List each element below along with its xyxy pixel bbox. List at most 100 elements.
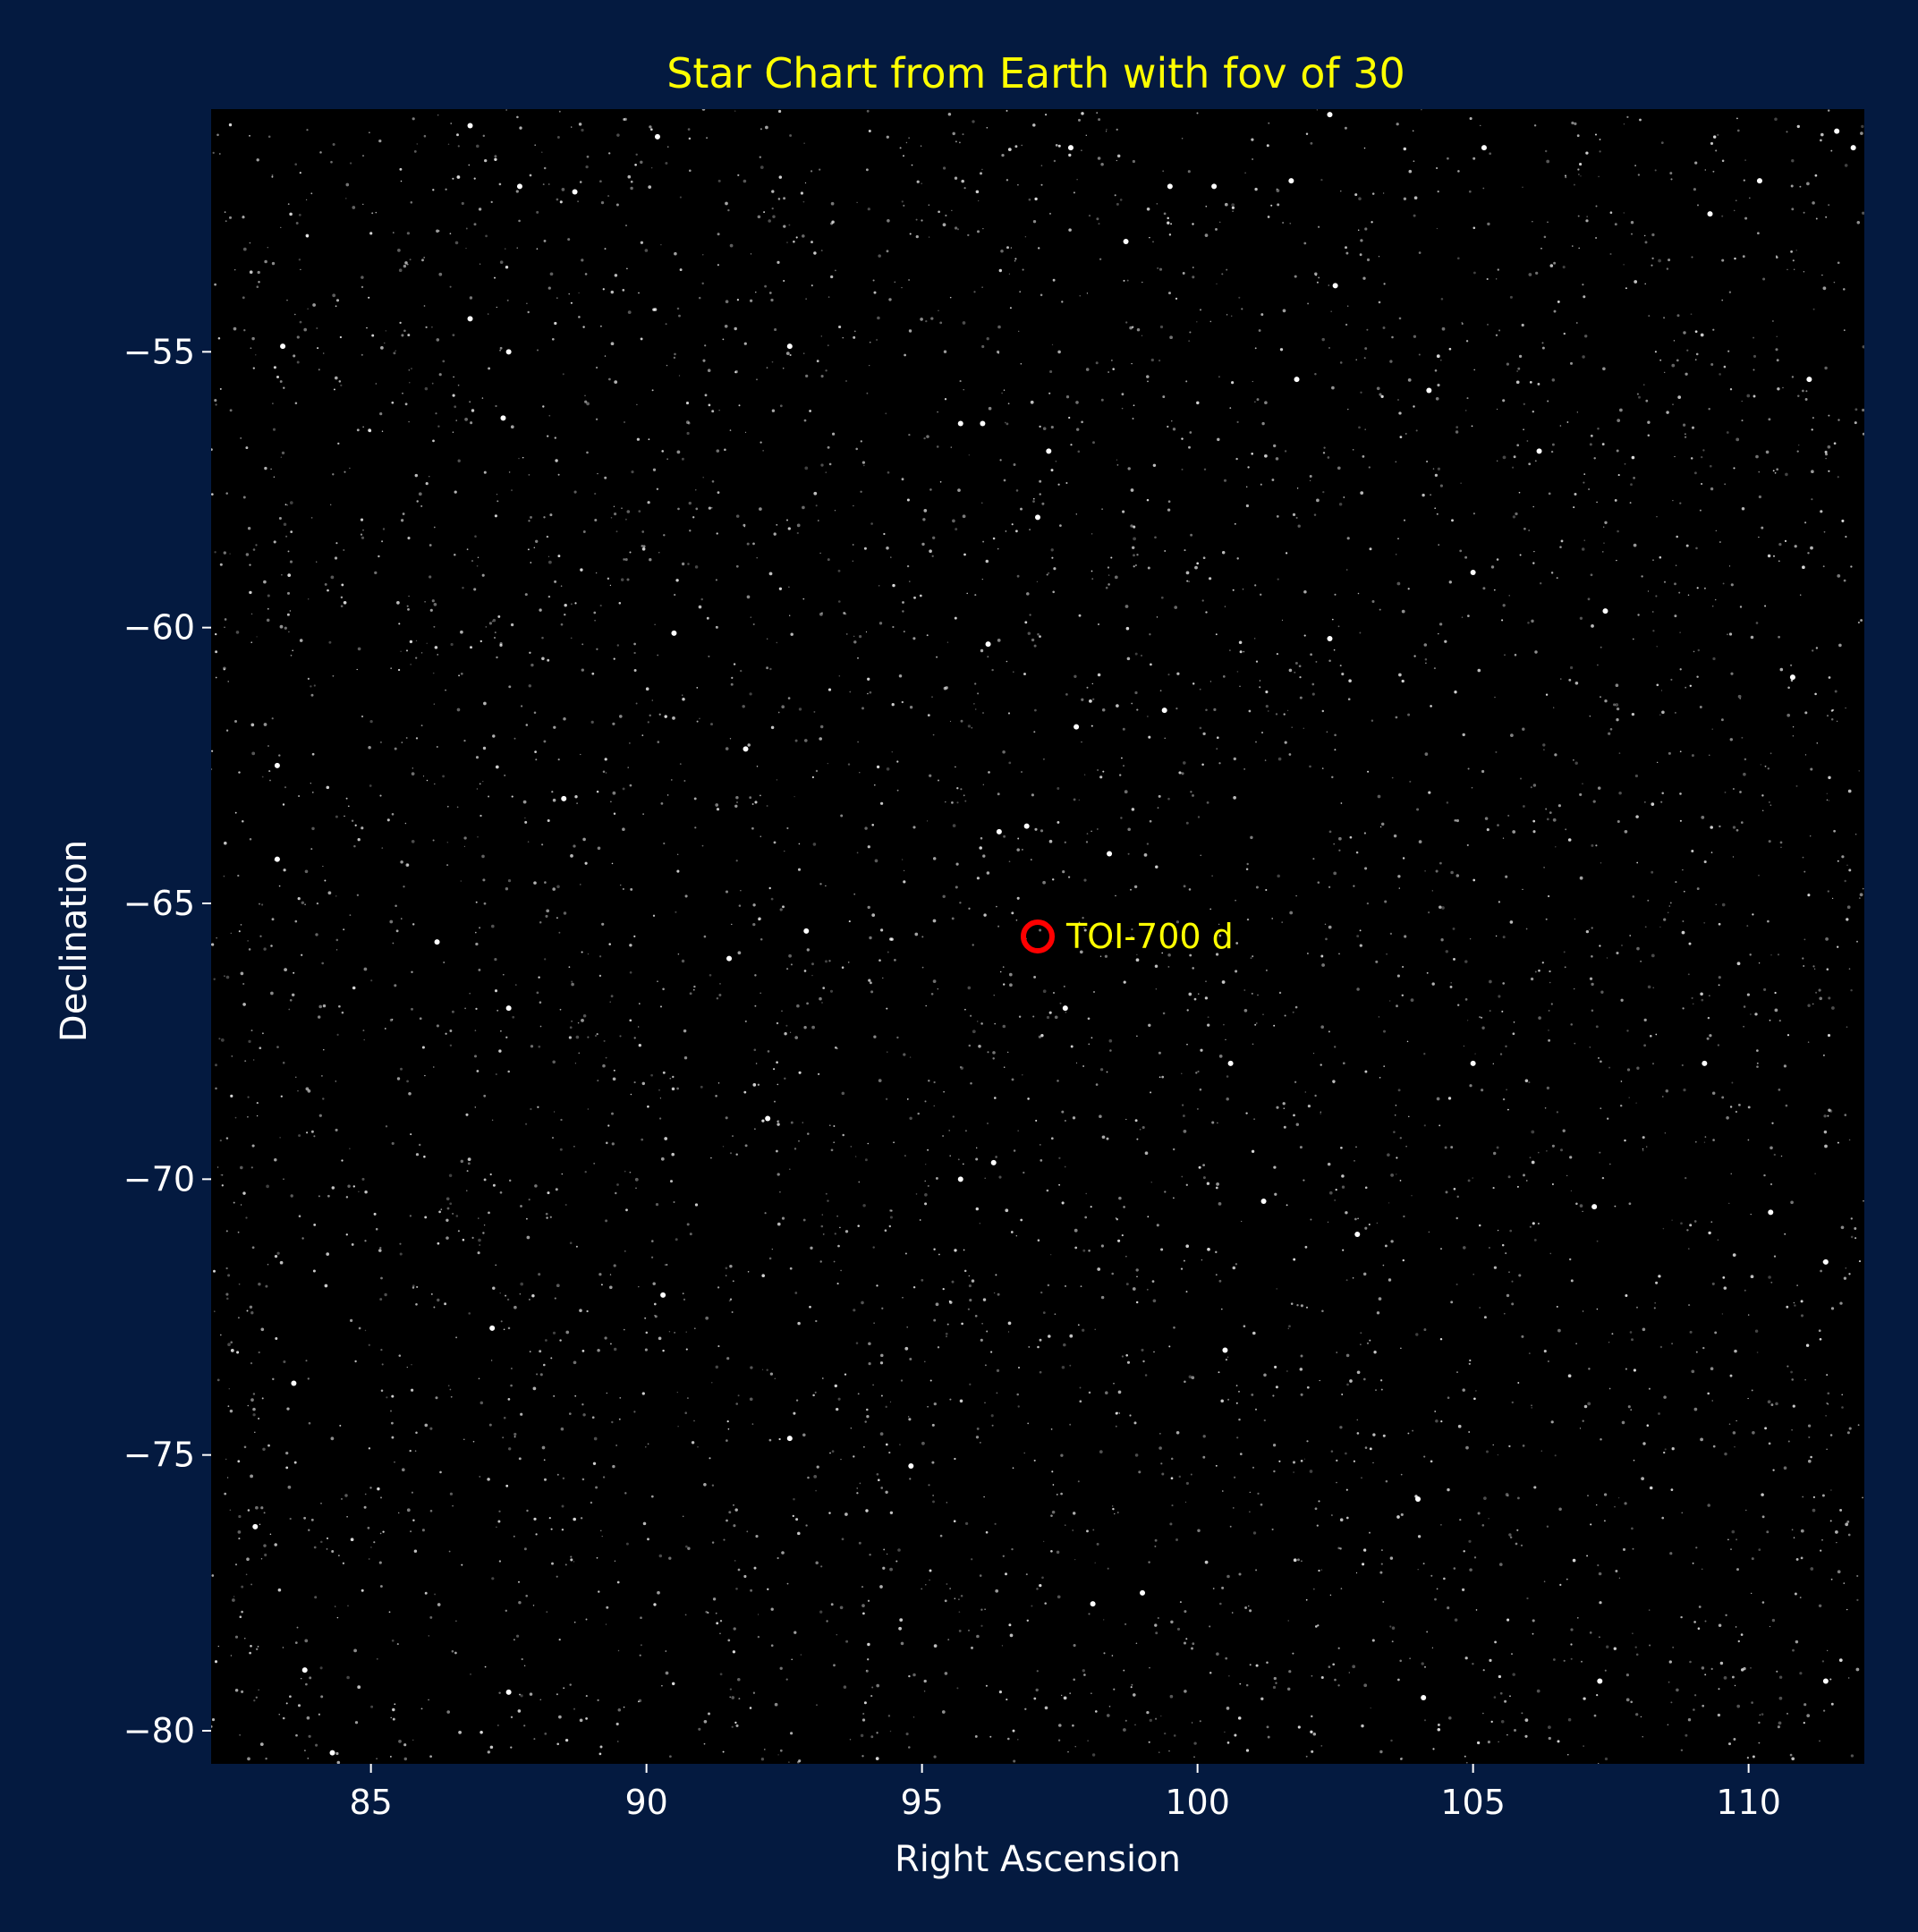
faint-star: [1710, 826, 1713, 829]
faint-star: [1821, 1660, 1825, 1663]
faint-star: [1773, 1255, 1777, 1258]
faint-star: [807, 1132, 810, 1135]
faint-star: [939, 480, 942, 483]
faint-star: [861, 1604, 865, 1607]
faint-star: [1252, 1531, 1257, 1535]
faint-star: [633, 669, 637, 672]
faint-star: [1566, 1578, 1568, 1580]
faint-star: [343, 600, 347, 605]
faint-star: [1217, 437, 1220, 442]
faint-star: [1523, 1174, 1525, 1177]
faint-star: [1729, 1106, 1733, 1108]
faint-star: [991, 1424, 994, 1427]
faint-star: [1547, 1360, 1549, 1363]
faint-star: [536, 349, 539, 352]
faint-star: [1800, 1300, 1803, 1303]
faint-star: [1354, 1217, 1357, 1221]
faint-star: [406, 1366, 408, 1368]
faint-star: [353, 844, 356, 848]
faint-star: [581, 1478, 585, 1481]
faint-star: [233, 268, 236, 271]
faint-star: [1863, 1199, 1864, 1202]
faint-star: [1506, 1494, 1509, 1497]
faint-star: [337, 442, 340, 445]
faint-star: [705, 1316, 709, 1320]
faint-star: [400, 180, 403, 182]
faint-star: [1540, 1450, 1542, 1452]
faint-star: [1618, 791, 1622, 795]
faint-star: [1382, 1434, 1386, 1437]
faint-star: [1687, 594, 1690, 597]
faint-star: [1192, 275, 1195, 279]
faint-star: [1199, 1088, 1202, 1091]
faint-star: [548, 183, 550, 185]
faint-star: [506, 299, 509, 301]
faint-star: [242, 496, 246, 499]
faint-star: [820, 1565, 823, 1568]
faint-star: [1574, 761, 1578, 765]
faint-star: [1218, 1055, 1223, 1058]
faint-star: [1337, 625, 1340, 628]
faint-star: [581, 1350, 585, 1352]
faint-star: [827, 296, 830, 298]
faint-star: [260, 1558, 263, 1560]
faint-star: [1721, 902, 1726, 907]
faint-star: [782, 367, 785, 369]
faint-star: [1029, 529, 1031, 530]
faint-star: [1260, 483, 1262, 486]
faint-star: [320, 1503, 322, 1504]
faint-star: [1462, 733, 1465, 737]
faint-star: [1730, 1548, 1732, 1550]
faint-star: [1553, 261, 1557, 265]
faint-star: [564, 603, 567, 607]
faint-star: [1292, 1461, 1296, 1464]
faint-star: [1196, 321, 1198, 323]
faint-star: [274, 1254, 278, 1258]
faint-star: [715, 625, 718, 629]
faint-star: [1357, 1217, 1359, 1220]
faint-star: [1818, 1329, 1821, 1333]
faint-star: [1317, 881, 1320, 884]
faint-star: [1187, 170, 1191, 174]
faint-star: [652, 468, 657, 471]
faint-star: [1028, 1345, 1031, 1348]
faint-star: [1511, 1401, 1514, 1404]
faint-star: [543, 166, 547, 170]
faint-star: [217, 1645, 220, 1648]
faint-star: [310, 1130, 314, 1133]
faint-star: [538, 1045, 541, 1048]
faint-star: [1330, 310, 1333, 313]
faint-star: [1184, 1501, 1187, 1504]
faint-star: [1371, 221, 1373, 224]
faint-star: [573, 1517, 577, 1521]
faint-star: [477, 1251, 480, 1255]
faint-star: [1209, 320, 1212, 323]
faint-star: [407, 608, 410, 611]
faint-star: [555, 1188, 558, 1191]
faint-star: [1356, 1432, 1360, 1435]
faint-star: [563, 911, 567, 915]
faint-star: [1711, 1282, 1715, 1285]
faint-star: [1121, 407, 1124, 410]
faint-star: [1341, 1174, 1345, 1178]
faint-star: [533, 1738, 536, 1741]
faint-star: [932, 1500, 935, 1504]
faint-star: [1048, 392, 1051, 394]
faint-star: [1048, 212, 1052, 215]
faint-star: [1778, 542, 1782, 547]
faint-star: [250, 723, 255, 727]
faint-star: [1631, 1338, 1634, 1342]
faint-star: [1848, 1677, 1850, 1679]
faint-star: [630, 186, 633, 191]
faint-star: [449, 1492, 453, 1496]
faint-star: [1455, 1216, 1458, 1220]
faint-star: [881, 1307, 884, 1309]
faint-star: [859, 772, 861, 774]
faint-star: [668, 1556, 672, 1560]
faint-star: [1473, 369, 1476, 371]
faint-star: [652, 1282, 656, 1285]
faint-star: [282, 803, 285, 806]
faint-star: [869, 981, 872, 985]
faint-star: [262, 1032, 264, 1035]
faint-star: [749, 796, 752, 800]
